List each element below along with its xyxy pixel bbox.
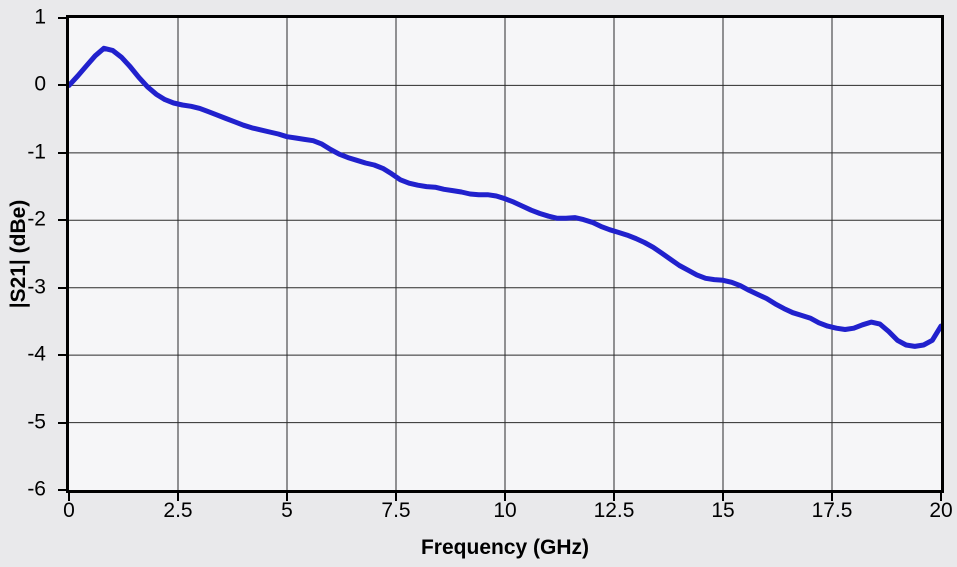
x-tick-mark (722, 493, 724, 501)
x-tick-mark (68, 493, 70, 501)
y-tick-label: -3 (27, 275, 46, 299)
y-tick-mark (58, 286, 66, 289)
y-tick-mark (58, 151, 66, 154)
x-axis-ticks (68, 493, 942, 501)
y-tick-label: -2 (27, 207, 46, 231)
x-tick-mark (940, 493, 942, 501)
x-tick-label: 12.5 (593, 499, 635, 522)
x-tick-mark (395, 493, 397, 501)
y-tick-label: -5 (27, 410, 46, 434)
y-tick-label: 1 (34, 5, 46, 29)
y-tick-label: -1 (27, 140, 46, 164)
x-tick-label: 17.5 (811, 499, 853, 522)
gridlines (69, 18, 941, 490)
x-tick-mark (831, 493, 833, 501)
y-tick-mark (58, 421, 66, 424)
y-axis-tick-labels: 1 0 -1 -2 -3 -4 -5 -6 (0, 6, 56, 501)
plot-canvas (69, 18, 941, 490)
y-axis-ticks (58, 17, 66, 491)
x-tick-label: 5 (281, 499, 293, 522)
x-tick-mark (177, 493, 179, 501)
y-tick-label: -4 (27, 342, 46, 366)
x-tick-label: 2.5 (163, 499, 193, 522)
y-tick-mark (58, 219, 66, 222)
x-tick-mark (504, 493, 506, 501)
x-tick-label: 0 (63, 499, 75, 522)
x-axis-tick-labels: 0 2.5 5 7.5 10 12.5 15 17.5 20 (63, 499, 953, 527)
y-tick-mark (58, 489, 66, 491)
x-tick-label: 15 (711, 499, 735, 522)
y-tick-label: -6 (27, 477, 46, 501)
y-tick-mark (58, 354, 66, 357)
x-tick-mark (286, 493, 288, 501)
y-tick-label: 0 (34, 72, 46, 96)
s21-curve (69, 45, 941, 349)
x-tick-label: 10 (493, 499, 517, 522)
y-axis-title: |S21| (dBe) (7, 199, 30, 309)
x-tick-label: 20 (929, 499, 953, 522)
y-tick-mark (58, 84, 66, 87)
x-axis-title: Frequency (GHz) (420, 536, 590, 559)
y-tick-mark (58, 17, 66, 19)
x-tick-label: 7.5 (381, 499, 411, 522)
x-tick-mark (613, 493, 615, 501)
plot-area (66, 15, 944, 493)
